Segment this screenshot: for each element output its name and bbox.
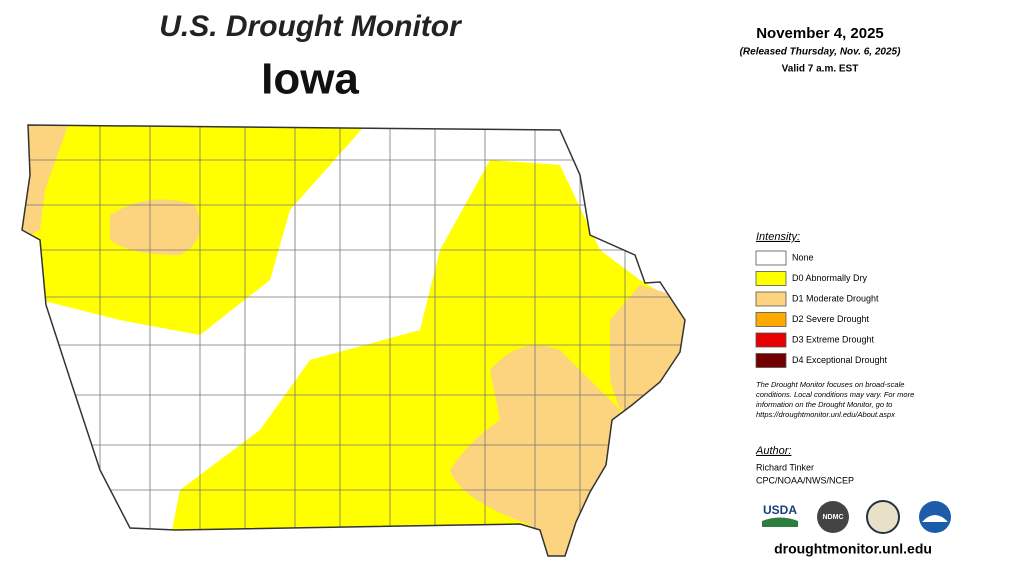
author-name: Richard Tinker xyxy=(756,462,814,472)
legend-swatch xyxy=(755,312,787,327)
note-line: information on the Drought Monitor, go t… xyxy=(756,400,892,409)
state-name: Iowa xyxy=(261,55,359,104)
region-d1 xyxy=(110,199,200,255)
logo-ndmc-text: NDMC xyxy=(823,514,844,521)
legend-label: D2 Severe Drought xyxy=(792,314,870,324)
logo-doc xyxy=(866,500,900,534)
date: November 4, 2025 xyxy=(756,25,884,42)
logos: USDA NDMC xyxy=(762,500,951,534)
author-label: Author: xyxy=(755,445,791,457)
title: U.S. Drought Monitor xyxy=(159,10,463,43)
logo-ndmc xyxy=(817,501,849,533)
region-d1 xyxy=(22,125,70,240)
county-lines xyxy=(22,125,685,556)
legend-swatch xyxy=(755,250,787,266)
legend: Intensity: None D0 Abnormally Dry D1 Moder… xyxy=(755,231,888,368)
note-line: conditions. Local conditions may vary. F… xyxy=(756,390,914,399)
legend-label: D4 Exceptional Drought xyxy=(792,355,888,365)
legend-label: D0 Abnormally Dry xyxy=(792,273,868,283)
note: The Drought Monitor focuses on broad-sca… xyxy=(756,380,914,419)
legend-swatch xyxy=(755,291,787,307)
author-org: CPC/NOAA/NWS/NCEP xyxy=(756,475,854,485)
note-line: The Drought Monitor focuses on broad-sca… xyxy=(756,380,904,389)
legend-label: D3 Extreme Drought xyxy=(792,334,875,344)
note-line: https://droughtmonitor.unl.edu/About.asp… xyxy=(756,410,895,419)
released: (Released Thursday, Nov. 6, 2025) xyxy=(740,47,901,58)
legend-swatch xyxy=(755,332,787,348)
logo-usda: USDA xyxy=(763,503,797,517)
legend-swatch xyxy=(755,353,787,368)
legend-title: Intensity: xyxy=(756,231,800,243)
valid: Valid 7 a.m. EST xyxy=(782,64,859,75)
map xyxy=(22,125,685,556)
legend-swatch xyxy=(755,271,787,286)
legend-label: D1 Moderate Drought xyxy=(792,293,879,303)
url: droughtmonitor.unl.edu xyxy=(774,541,932,557)
legend-label: None xyxy=(792,252,814,262)
